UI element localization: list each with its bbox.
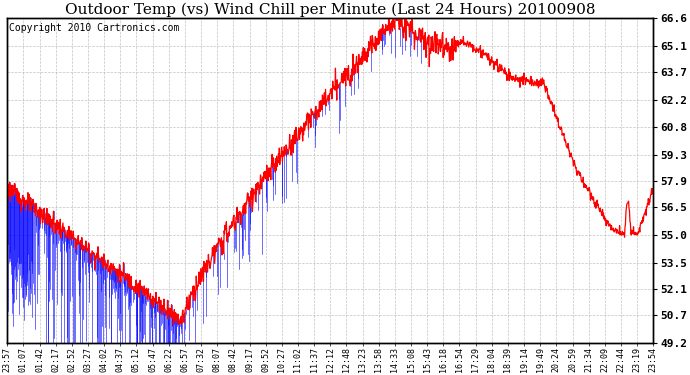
Title: Outdoor Temp (vs) Wind Chill per Minute (Last 24 Hours) 20100908: Outdoor Temp (vs) Wind Chill per Minute … xyxy=(65,3,595,17)
Text: Copyright 2010 Cartronics.com: Copyright 2010 Cartronics.com xyxy=(8,23,179,33)
